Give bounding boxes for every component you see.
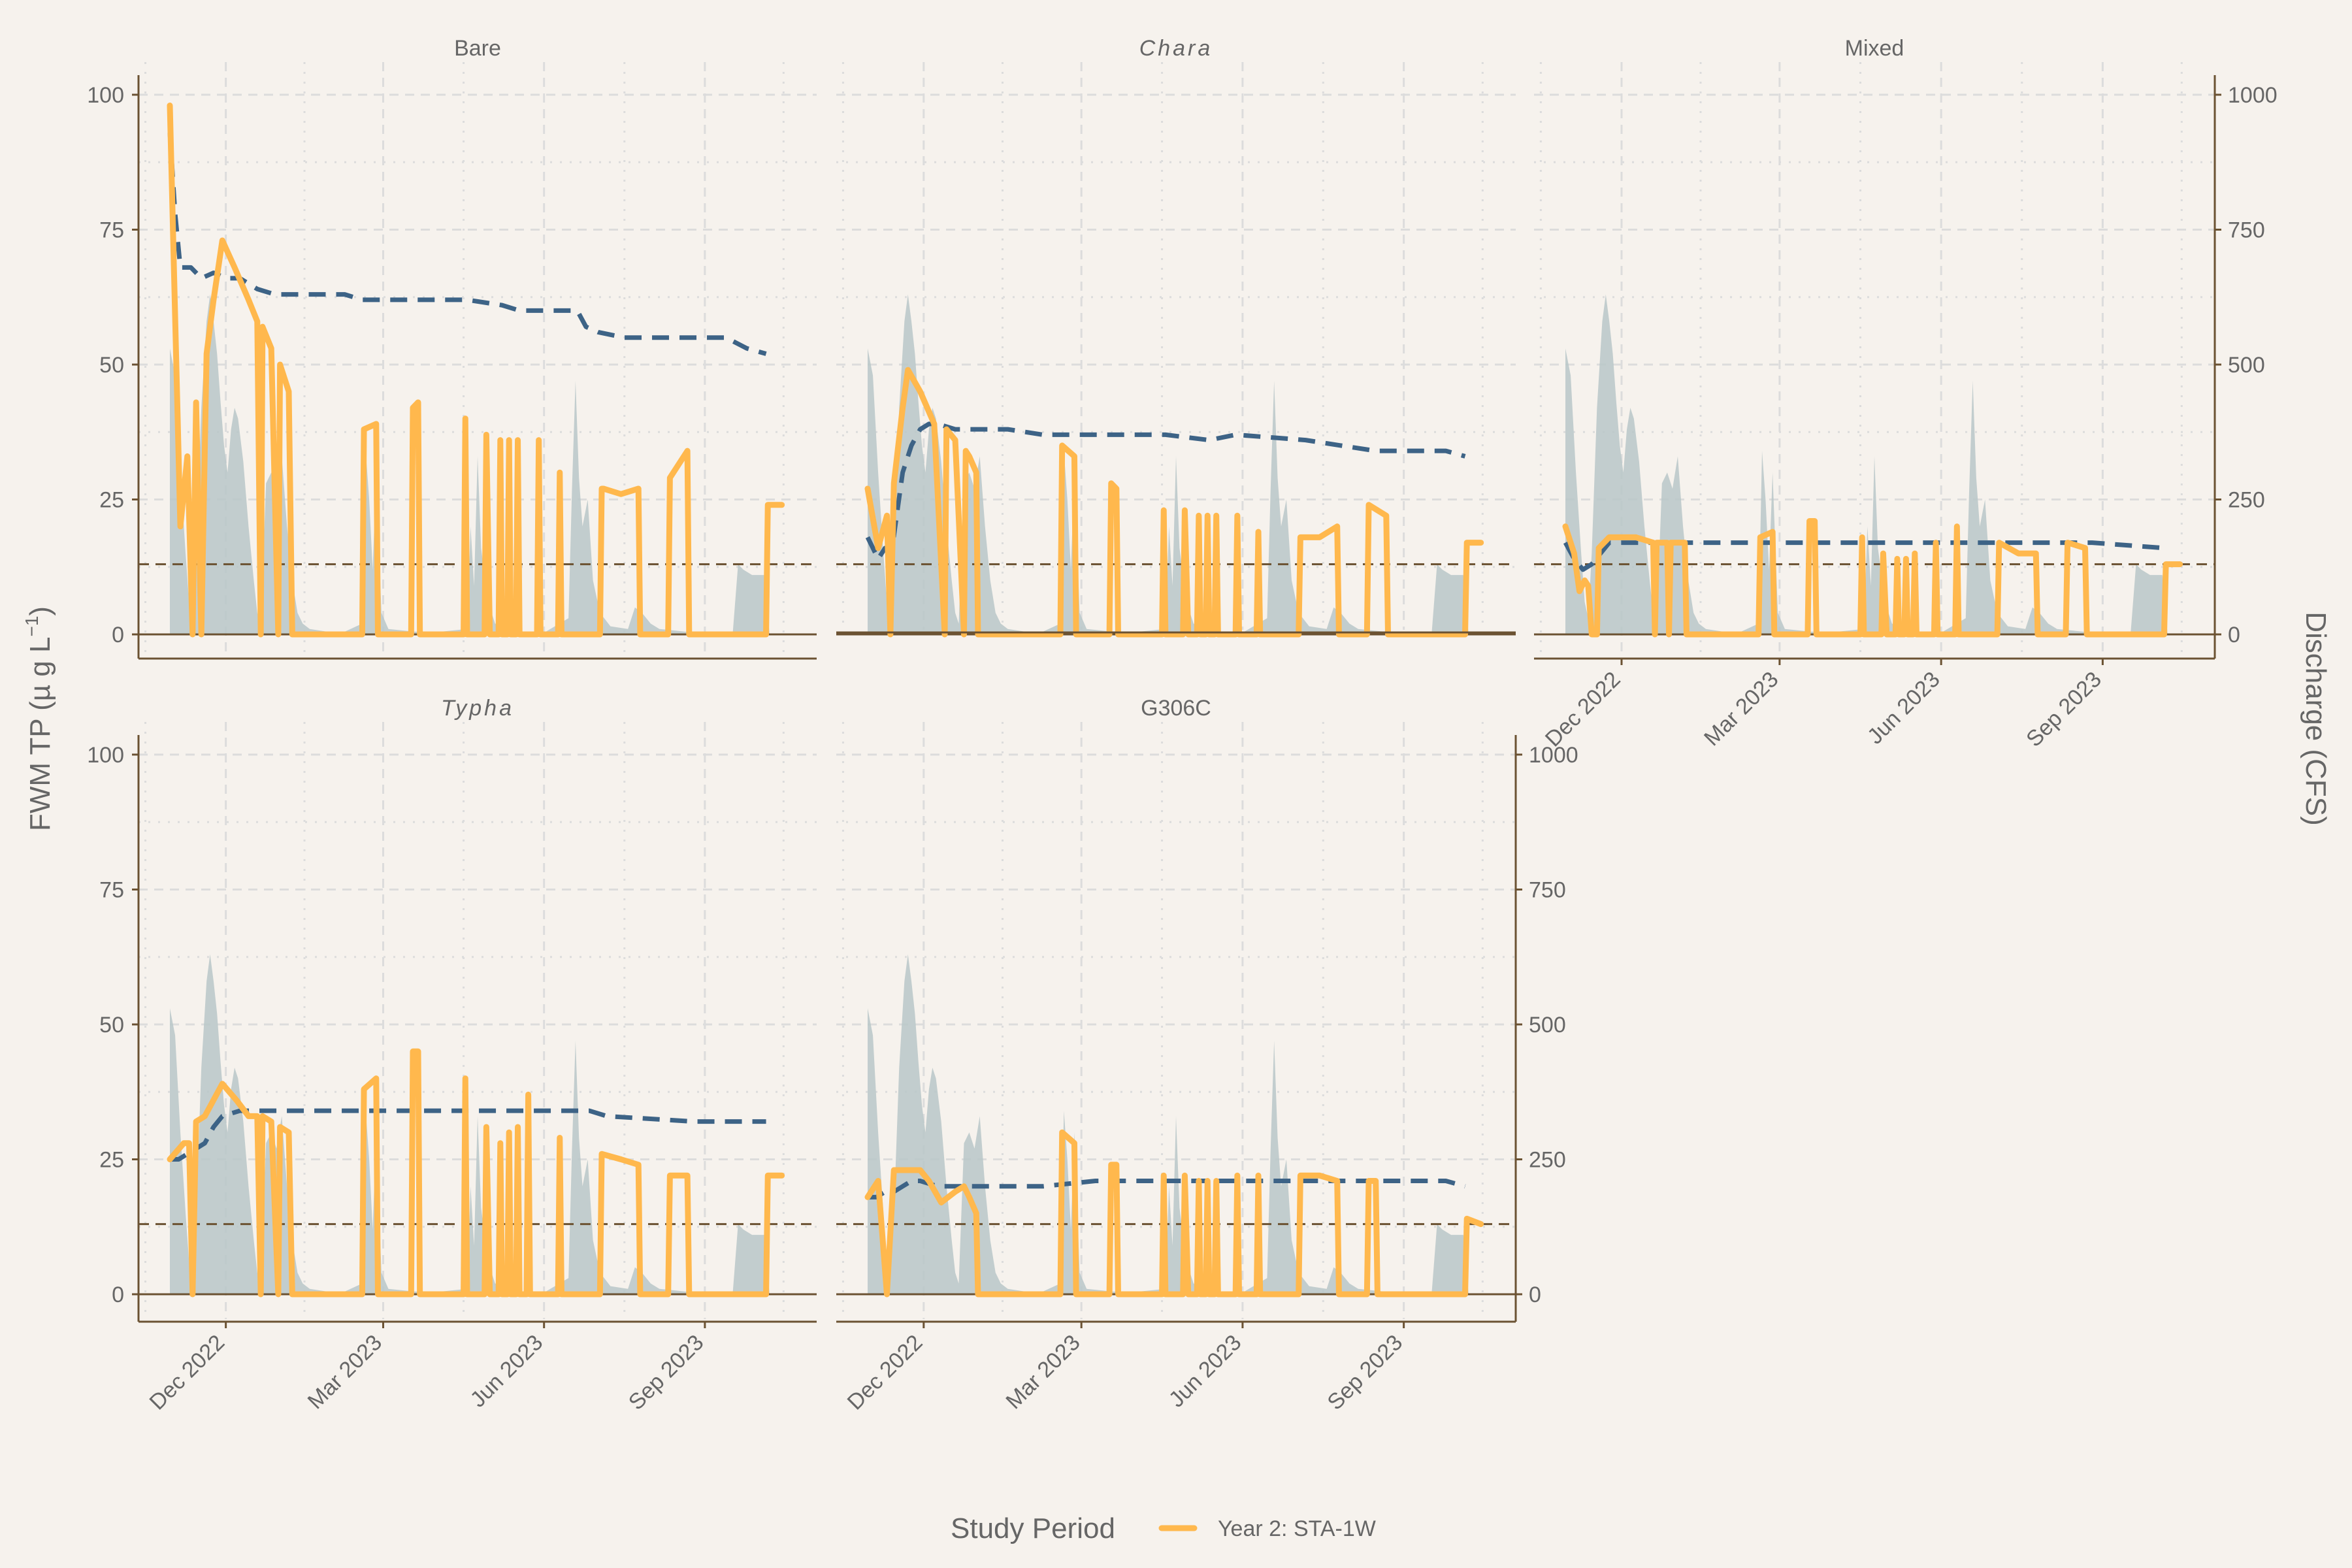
legend-title: Study Period	[951, 1512, 1115, 1544]
strip-label: Mixed	[1845, 36, 1904, 61]
y-left-tick-label: 0	[112, 1282, 124, 1307]
y-left-axis-title: FWM TP (µ g L−1)	[22, 606, 56, 831]
grid	[836, 62, 1516, 636]
weekly-fwm-line	[864, 367, 1484, 638]
y-right-tick-label: 750	[1529, 878, 1566, 903]
y-left-tick-label: 50	[99, 353, 124, 378]
y-left-tick-label: 100	[87, 83, 124, 108]
y-left-tick-label: 75	[99, 218, 124, 243]
y-left-tick-label: 75	[99, 878, 124, 903]
y-right-tick-label: 1000	[2228, 83, 2278, 108]
grid	[139, 62, 817, 656]
y-left-tick-label: 100	[87, 743, 124, 768]
legend: Study Period Year 2: STA-1W	[951, 1512, 1376, 1544]
y-right-tick-label: 250	[2228, 488, 2265, 513]
y-left-tick-label: 25	[99, 488, 124, 513]
strip-label: Bare	[454, 36, 501, 61]
weekly-fwm-line	[167, 103, 785, 638]
y-right-tick-label: 1000	[1529, 743, 1578, 768]
y-left-tick-label: 25	[99, 1148, 124, 1173]
y-left-tick-label: 0	[112, 623, 124, 647]
y-right-tick-label: 250	[1529, 1148, 1566, 1173]
weekly-fwm-line	[167, 1048, 785, 1298]
y-right-axis-title: Discharge (CFS)	[2300, 612, 2332, 826]
strip-label: Typha	[441, 696, 514, 721]
y-right-tick-label: 0	[2228, 623, 2240, 647]
discharge-area	[170, 294, 770, 634]
y-right-tick-label: 500	[2228, 353, 2265, 378]
weekly-fwm-line	[864, 1129, 1484, 1298]
panel-chara: Chara	[836, 36, 1516, 638]
grid	[1534, 62, 2215, 656]
cumulative-fwm-line	[865, 421, 1466, 561]
y-right-tick-label: 750	[2228, 218, 2265, 243]
discharge-area	[868, 294, 1469, 634]
weekly-fwm-line	[1562, 518, 2183, 638]
y-right-tick-label: 500	[1529, 1013, 1566, 1037]
discharge-area	[1565, 294, 2168, 634]
legend-label-year2: Year 2: STA-1W	[1218, 1516, 1376, 1541]
strip-label: G306C	[1141, 696, 1211, 721]
strip-label: Chara	[1139, 36, 1213, 61]
discharge-area	[170, 954, 770, 1294]
y-right-tick-label: 0	[1529, 1282, 1541, 1307]
y-left-tick-label: 50	[99, 1013, 124, 1037]
discharge-area	[868, 954, 1469, 1294]
panel-bare: 0 25 50 75 100 Bare	[87, 36, 817, 660]
cumulative-fwm-line	[170, 1108, 766, 1162]
cumulative-fwm-line	[167, 132, 767, 356]
